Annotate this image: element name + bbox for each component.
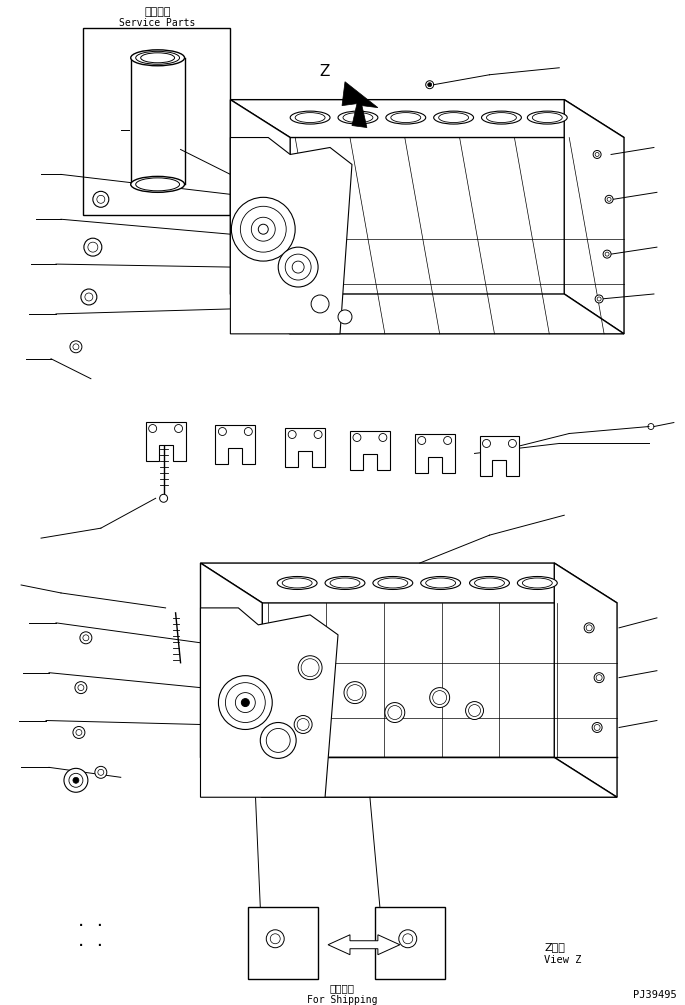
Circle shape	[260, 723, 296, 759]
Circle shape	[64, 769, 88, 792]
Circle shape	[344, 681, 366, 704]
Text: 運搬部品: 運搬部品	[329, 984, 355, 994]
Polygon shape	[350, 430, 390, 470]
Ellipse shape	[373, 577, 413, 590]
Circle shape	[594, 672, 604, 682]
Circle shape	[81, 289, 97, 305]
Bar	[375, 907, 445, 979]
Circle shape	[399, 930, 416, 948]
Circle shape	[95, 767, 107, 778]
Polygon shape	[201, 758, 617, 797]
Ellipse shape	[131, 177, 184, 192]
Ellipse shape	[469, 577, 510, 590]
Circle shape	[603, 250, 611, 258]
Ellipse shape	[527, 112, 567, 124]
Circle shape	[219, 675, 272, 730]
Polygon shape	[285, 427, 325, 467]
Bar	[249, 907, 318, 979]
Circle shape	[80, 632, 92, 644]
Text: ·  ·: · ·	[78, 918, 103, 937]
Ellipse shape	[386, 112, 425, 124]
Polygon shape	[230, 99, 624, 138]
Circle shape	[73, 727, 85, 739]
Polygon shape	[201, 563, 617, 603]
Text: 補給専用: 補給専用	[145, 7, 171, 17]
Polygon shape	[328, 935, 400, 955]
Circle shape	[70, 341, 82, 353]
Text: Z: Z	[320, 64, 330, 79]
Polygon shape	[216, 424, 256, 464]
Text: ·  ·: · ·	[78, 938, 103, 956]
Circle shape	[466, 701, 484, 720]
Ellipse shape	[290, 112, 330, 124]
Circle shape	[311, 295, 329, 313]
Ellipse shape	[325, 577, 365, 590]
Text: Z　視: Z 視	[545, 942, 565, 952]
Circle shape	[385, 702, 405, 723]
Text: PJ39495: PJ39495	[633, 990, 677, 1000]
Text: Service Parts: Service Parts	[119, 18, 196, 28]
Circle shape	[429, 687, 449, 708]
Circle shape	[75, 681, 87, 693]
Polygon shape	[414, 433, 455, 473]
Polygon shape	[146, 421, 186, 461]
Ellipse shape	[338, 112, 378, 124]
Polygon shape	[342, 81, 378, 128]
Circle shape	[294, 716, 312, 734]
Circle shape	[93, 191, 109, 207]
Ellipse shape	[277, 577, 317, 590]
Polygon shape	[479, 436, 519, 476]
Ellipse shape	[434, 112, 473, 124]
Circle shape	[605, 195, 613, 203]
Ellipse shape	[482, 112, 521, 124]
Text: View Z: View Z	[545, 955, 582, 965]
Circle shape	[298, 655, 322, 679]
Circle shape	[258, 224, 269, 234]
Circle shape	[241, 698, 249, 707]
Ellipse shape	[517, 577, 558, 590]
Circle shape	[84, 238, 102, 256]
Ellipse shape	[131, 50, 184, 65]
Circle shape	[278, 247, 318, 287]
Text: For Shipping: For Shipping	[307, 995, 377, 1005]
Polygon shape	[201, 563, 262, 797]
Polygon shape	[201, 608, 338, 797]
Circle shape	[338, 310, 352, 324]
Circle shape	[592, 723, 602, 733]
Circle shape	[595, 295, 603, 303]
Circle shape	[266, 930, 284, 948]
Polygon shape	[230, 138, 352, 334]
Polygon shape	[564, 99, 624, 334]
Polygon shape	[230, 99, 290, 334]
Ellipse shape	[421, 577, 460, 590]
Circle shape	[593, 151, 601, 159]
Circle shape	[427, 82, 432, 86]
Circle shape	[160, 494, 168, 502]
Polygon shape	[554, 563, 617, 797]
Circle shape	[73, 777, 79, 783]
Circle shape	[584, 623, 594, 633]
Circle shape	[232, 197, 295, 261]
Polygon shape	[230, 294, 624, 334]
Bar	[83, 28, 230, 215]
